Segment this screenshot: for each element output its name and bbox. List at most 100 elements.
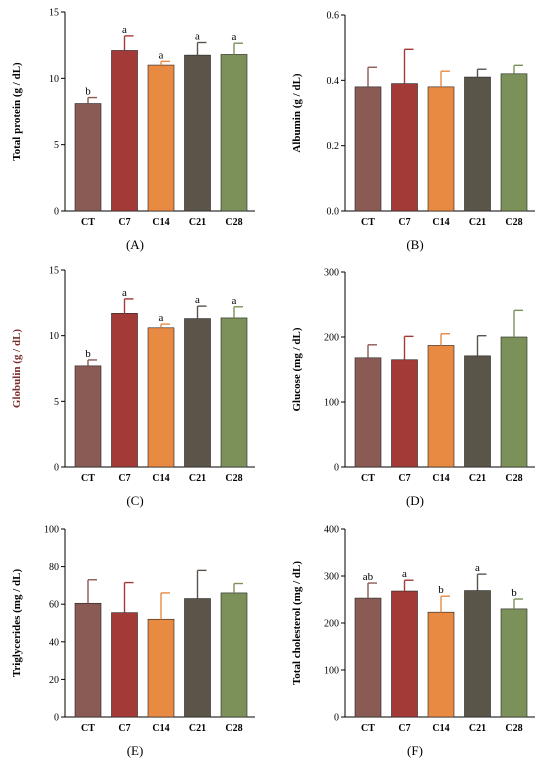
x-tick-label: CT	[81, 217, 95, 228]
y-tick-label: 0	[54, 713, 59, 724]
y-axis-title: Glucose (mg / dL)	[291, 327, 303, 411]
y-tick-label: 10	[49, 331, 59, 342]
chart-panel-f: 0 100 200 300 400 Total cholesterol (mg / dL)…	[291, 525, 535, 758]
significance-letter: b	[85, 348, 91, 360]
bar-ct	[354, 86, 382, 212]
x-tick-label: C21	[189, 473, 206, 484]
y-tick-label: 0.2	[327, 141, 340, 152]
x-tick-label: C7	[398, 217, 410, 228]
significance-letter: ab	[363, 571, 374, 583]
panel-label: (A)	[126, 237, 144, 252]
x-tick-label: C28	[505, 217, 522, 228]
x-tick-label: C7	[118, 723, 130, 734]
bar-ct	[354, 597, 382, 718]
y-axis-title: Triglycerides (mg / dL)	[11, 569, 23, 678]
y-tick-label: 0.0	[327, 207, 340, 218]
bar-c14	[427, 86, 455, 212]
chart-panel-d: 0 100 200 300 Glucose (mg / dL) CT C7 C14 C21 C28…	[291, 268, 535, 508]
bar-c14	[427, 345, 455, 468]
bar-c7	[111, 313, 138, 468]
y-tick-label: 100	[324, 666, 339, 677]
y-tick-label: 400	[324, 525, 339, 536]
bar-c7	[111, 612, 138, 718]
x-tick-label: CT	[361, 217, 375, 228]
y-axis-title: Total cholesterol (mg / dL)	[291, 561, 303, 685]
significance-letter: a	[475, 562, 480, 574]
x-tick-label: C7	[118, 217, 130, 228]
bar-c7	[391, 590, 418, 718]
y-tick-label: 0	[54, 463, 59, 474]
bar-c28	[220, 317, 248, 468]
x-tick-label: C14	[432, 723, 449, 734]
y-tick-label: 200	[324, 619, 339, 630]
bar-c28	[500, 608, 528, 718]
chart-panel-b: 0.0 0.2 0.4 0.6 Albumin (g / dL) CT C7 C14 C21 C2…	[291, 11, 535, 252]
x-tick-label: C21	[469, 217, 486, 228]
x-tick-label: C14	[432, 473, 449, 484]
bar-ct	[74, 365, 102, 468]
x-tick-label: CT	[361, 723, 375, 734]
bar-c28	[500, 73, 528, 212]
x-tick-label: C21	[469, 473, 486, 484]
y-tick-label: 60	[49, 600, 59, 611]
bar-c7	[391, 83, 418, 212]
significance-letter: b	[438, 584, 444, 596]
x-tick-label: C28	[225, 473, 242, 484]
y-tick-label: 5	[54, 397, 59, 408]
y-axis-title: Albumin (g / dL)	[291, 73, 303, 152]
y-tick-label: 0	[334, 713, 339, 724]
bar-c14	[147, 64, 175, 212]
bar-c14	[147, 618, 175, 718]
chart-panel-e: 0 20 40 60 80 100 Triglycerides (mg / dL) CT C7 C…	[11, 525, 255, 758]
bar-c28	[220, 592, 248, 718]
x-tick-label: C7	[118, 473, 130, 484]
significance-letter: a	[122, 24, 127, 36]
significance-letter: a	[232, 295, 237, 307]
panel-label: (B)	[406, 237, 423, 252]
x-tick-label: CT	[361, 473, 375, 484]
y-tick-label: 100	[324, 398, 339, 409]
chart-panel-c: 0 5 10 15 Globulin (g / dL) b CT a C7 a C14 a C21 a C2…	[11, 266, 255, 508]
y-tick-label: 15	[49, 8, 59, 19]
bar-c21	[184, 318, 211, 468]
x-tick-label: C21	[189, 217, 206, 228]
y-tick-label: 10	[49, 74, 59, 85]
y-tick-label: 100	[44, 525, 59, 536]
y-tick-label: 0	[54, 207, 59, 218]
y-tick-label: 200	[324, 333, 339, 344]
x-tick-label: C14	[432, 217, 449, 228]
x-tick-label: CT	[81, 473, 95, 484]
bar-c14	[147, 327, 175, 468]
x-tick-label: CT	[81, 723, 95, 734]
x-tick-label: C14	[152, 723, 169, 734]
y-tick-label: 0.6	[327, 11, 340, 22]
bar-c21	[464, 76, 491, 212]
x-tick-label: C14	[152, 473, 169, 484]
panel-label: (F)	[407, 743, 423, 758]
y-tick-label: 0	[334, 463, 339, 474]
significance-letter: a	[122, 287, 127, 299]
y-tick-label: 20	[49, 675, 59, 686]
bar-ct	[74, 103, 102, 212]
x-tick-label: C14	[152, 217, 169, 228]
bar-ct	[354, 357, 382, 468]
significance-letter: a	[159, 312, 164, 324]
y-tick-label: 5	[54, 140, 59, 151]
panel-label: (C)	[126, 493, 143, 508]
significance-letter: b	[85, 86, 91, 98]
bar-ct	[74, 602, 102, 718]
bar-c7	[391, 359, 418, 468]
significance-letter: a	[159, 49, 164, 61]
bar-c21	[464, 355, 491, 468]
y-tick-label: 0.4	[327, 76, 340, 87]
x-tick-label: C21	[469, 723, 486, 734]
significance-letter: a	[402, 568, 407, 580]
x-tick-label: C28	[505, 723, 522, 734]
significance-letter: a	[195, 294, 200, 306]
y-axis-title: Globulin (g / dL)	[11, 329, 23, 409]
y-tick-label: 300	[324, 268, 339, 279]
x-tick-label: C7	[398, 473, 410, 484]
y-tick-label: 40	[49, 637, 59, 648]
